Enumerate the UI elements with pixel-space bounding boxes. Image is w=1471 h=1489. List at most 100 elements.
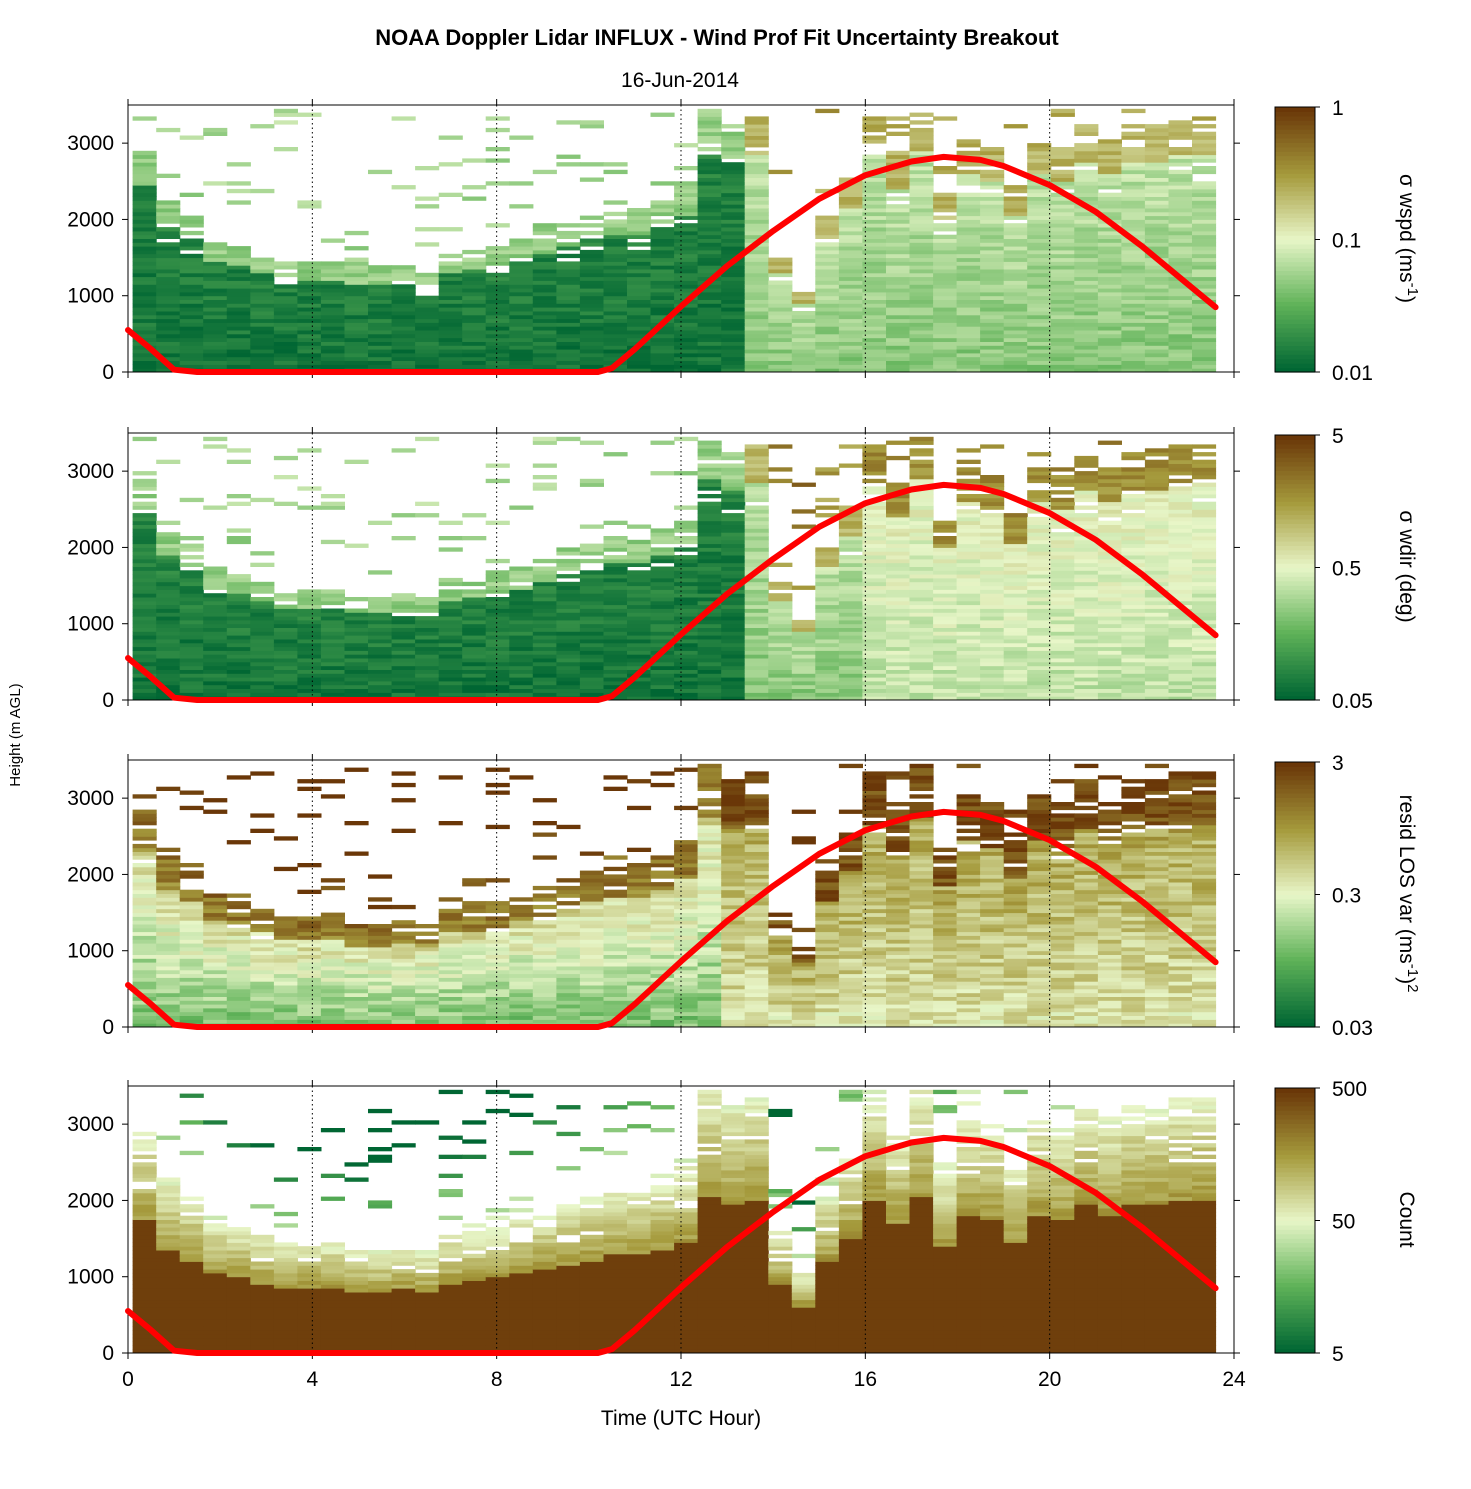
heatmap-cell xyxy=(273,931,298,936)
heatmap-cell xyxy=(1027,166,1052,171)
heatmap-cell xyxy=(721,219,746,224)
heatmap-cell xyxy=(744,173,769,178)
heatmap-cell xyxy=(980,303,1005,308)
heatmap-cell xyxy=(697,539,722,545)
heatmap-cell xyxy=(862,677,887,682)
heatmap-cell xyxy=(250,958,275,963)
heatmap-cell xyxy=(980,684,1005,689)
heatmap-cell xyxy=(438,1015,463,1020)
heatmap-cell xyxy=(603,673,628,678)
heatmap-cell xyxy=(909,555,934,560)
heatmap-cell xyxy=(650,341,675,346)
heatmap-cell xyxy=(697,501,722,506)
heatmap-cell xyxy=(179,276,204,281)
heatmap-cell xyxy=(862,333,887,339)
heatmap-cell xyxy=(273,924,298,929)
heatmap-cell xyxy=(1050,341,1075,346)
heatmap-cell xyxy=(674,436,699,442)
heatmap-cell xyxy=(744,589,769,594)
heatmap-cell xyxy=(980,570,1005,575)
heatmap-cell xyxy=(273,958,298,963)
heatmap-cell xyxy=(815,581,840,587)
heatmap-cell xyxy=(485,246,510,251)
heatmap-cell xyxy=(1074,619,1099,625)
heatmap-cell xyxy=(132,832,157,837)
heatmap-cell xyxy=(226,352,251,358)
heatmap-cell xyxy=(791,680,816,686)
heatmap-cell xyxy=(603,616,628,621)
heatmap-cell xyxy=(1050,574,1075,579)
heatmap-cell xyxy=(250,996,275,1001)
heatmap-cell xyxy=(744,204,769,209)
heatmap-cell xyxy=(132,912,157,917)
heatmap-cell xyxy=(1097,593,1122,598)
heatmap-cell xyxy=(438,192,463,197)
heatmap-cell xyxy=(368,996,393,1001)
heatmap-cell xyxy=(1144,326,1169,331)
heatmap-cell xyxy=(1050,639,1075,644)
heatmap-cell xyxy=(815,642,840,648)
heatmap-cell xyxy=(438,352,463,358)
heatmap-cell xyxy=(556,234,581,239)
heatmap-cell xyxy=(768,288,793,293)
heatmap-cell xyxy=(744,654,769,659)
heatmap-cell xyxy=(744,307,769,312)
heatmap-cell xyxy=(933,539,958,545)
heatmap-cell xyxy=(297,962,322,967)
heatmap-cell xyxy=(697,223,722,228)
heatmap-cell xyxy=(862,337,887,342)
heatmap-cell xyxy=(391,935,416,940)
heatmap-cell xyxy=(1003,646,1028,651)
heatmap-cell xyxy=(532,566,557,571)
heatmap-cell xyxy=(320,958,345,963)
heatmap-cell xyxy=(1050,543,1075,548)
colorbar-segment xyxy=(1275,239,1315,245)
heatmap-cell xyxy=(956,356,981,361)
heatmap-cell xyxy=(838,360,863,365)
heatmap-cell xyxy=(368,299,393,304)
heatmap-cell xyxy=(627,269,652,274)
heatmap-cell xyxy=(438,547,463,552)
heatmap-cell xyxy=(1003,223,1028,228)
heatmap-cell xyxy=(768,269,793,274)
heatmap-cell xyxy=(1074,562,1099,567)
heatmap-cell xyxy=(862,684,887,689)
heatmap-cell xyxy=(1050,314,1075,320)
heatmap-cell xyxy=(980,513,1005,518)
heatmap-cell xyxy=(226,333,251,339)
heatmap-cell xyxy=(744,536,769,541)
heatmap-cell xyxy=(1192,608,1217,613)
heatmap-cell xyxy=(1003,608,1028,613)
heatmap-cell xyxy=(1097,475,1122,480)
heatmap-cell xyxy=(320,973,345,978)
heatmap-cell xyxy=(744,490,769,495)
heatmap-cell xyxy=(721,654,746,659)
heatmap-cell xyxy=(226,901,251,906)
heatmap-cell xyxy=(391,288,416,293)
heatmap-cell xyxy=(156,352,181,358)
heatmap-cell xyxy=(980,585,1005,590)
heatmap-cell xyxy=(509,570,534,575)
heatmap-cell xyxy=(179,288,204,293)
colorbar-segment xyxy=(1275,319,1315,324)
heatmap-cell xyxy=(838,673,863,678)
heatmap-cell xyxy=(273,866,298,872)
heatmap-cell xyxy=(674,288,699,293)
heatmap-cell xyxy=(273,981,298,986)
heatmap-cell xyxy=(179,330,204,335)
heatmap-cell xyxy=(791,341,816,346)
heatmap-cell xyxy=(909,516,934,522)
heatmap-cell xyxy=(1050,208,1075,213)
colorbar-segment xyxy=(1275,558,1315,564)
heatmap-cell xyxy=(1074,524,1099,529)
heatmap-cell xyxy=(838,188,863,194)
heatmap-cell xyxy=(132,543,157,548)
heatmap-cell xyxy=(179,291,204,297)
heatmap-cell xyxy=(485,181,510,186)
heatmap-cell xyxy=(438,673,463,678)
heatmap-cell xyxy=(721,497,746,503)
heatmap-cell xyxy=(1121,528,1146,533)
heatmap-cell xyxy=(1121,352,1146,358)
heatmap-cell xyxy=(462,635,487,640)
heatmap-cell xyxy=(1192,288,1217,293)
